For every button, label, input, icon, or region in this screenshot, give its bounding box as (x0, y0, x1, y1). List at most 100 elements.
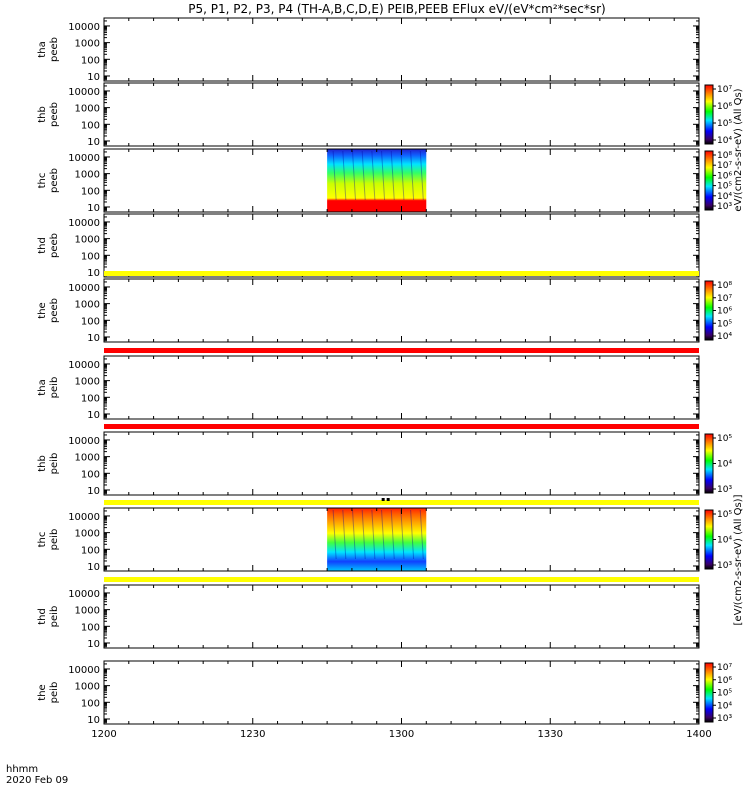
colorbar-tick-label: 10⁴ (717, 460, 732, 470)
spectrogram-streak (381, 509, 386, 560)
colorbar-tick-label: 10⁷ (717, 294, 732, 304)
marker-dot (381, 498, 385, 501)
y-tick-label: 10000 (68, 218, 100, 229)
y-tick-label: 100 (81, 469, 100, 480)
colorbar-tick-label: 10⁷ (717, 161, 732, 171)
panel-label-product: peib (49, 453, 60, 475)
colorbar-tick-label: 10³ (717, 561, 732, 571)
colorbar-scale (704, 280, 714, 341)
spectrogram-streak (400, 150, 405, 201)
separator-band-red (104, 348, 699, 353)
panel-label-probe: the (37, 684, 48, 700)
panel-label-product: peib (49, 529, 60, 551)
panel-label-probe: the (37, 302, 48, 318)
panel-thb-peib: 10 100 1000 10000 thb peib 10³ 10⁴ 10⁵ (37, 431, 732, 497)
spectrogram-streak (400, 509, 405, 560)
spectrogram-streak (381, 150, 386, 201)
y-tick-label: 100 (81, 120, 100, 131)
y-tick-label: 1000 (75, 606, 100, 617)
panel-frame (103, 17, 700, 82)
y-tick-label: 100 (81, 316, 100, 327)
y-tick-label: 1000 (75, 170, 100, 181)
spectrogram-data (327, 149, 427, 212)
y-tick-label: 10000 (68, 665, 100, 676)
y-tick-label: 100 (81, 622, 100, 633)
y-tick-label: 10 (87, 639, 100, 650)
colorbar-scale (704, 150, 714, 211)
colorbar-tick-label: 10⁵ (717, 319, 732, 329)
x-tick-label: 1230 (240, 729, 265, 740)
y-tick-label: 10000 (68, 153, 100, 164)
x-tick-label: 1400 (686, 729, 711, 740)
spectrogram-streak (390, 509, 395, 560)
colorbar-tick-label: 10⁶ (717, 676, 732, 686)
colorbar-label-electron: eV/(cm2-s-sr-eV) (All Qs) (733, 88, 744, 211)
panel-frame (103, 82, 700, 147)
spectrogram-streak (342, 509, 347, 560)
spectrogram-streak (371, 509, 376, 560)
spectrogram-streak (351, 509, 356, 560)
panel-the-peeb: 10 100 1000 10000 the peeb 10⁴ 10⁵ 10⁶ 10⁷ 10⁸ (37, 278, 732, 344)
colorbar-tick-label: 10⁴ (717, 192, 732, 202)
y-tick-label: 1000 (75, 300, 100, 311)
colorbar-tick-label: 10⁵ (717, 119, 732, 129)
spectrogram-streak (419, 509, 424, 560)
panel-label-probe: tha (37, 41, 48, 57)
spectrogram-streak (332, 509, 337, 560)
panel-label-probe: thc (37, 532, 48, 548)
y-tick-label: 1000 (75, 39, 100, 50)
marker-dot (386, 498, 390, 501)
y-tick-label: 10000 (68, 589, 100, 600)
y-tick-label: 1000 (75, 682, 100, 693)
colorbar-tick-label: 10⁶ (717, 102, 732, 112)
panel-tha-peib: 10 100 1000 10000 tha peib (37, 355, 700, 421)
panel-label-product: peib (49, 606, 60, 628)
y-tick-label: 100 (81, 545, 100, 556)
panel-frame (103, 213, 700, 278)
y-tick-label: 100 (81, 698, 100, 709)
time-axis-date: 2020 Feb 09 (6, 775, 68, 786)
colorbar-tick-label: 10⁴ (717, 332, 732, 342)
y-tick-label: 1000 (75, 529, 100, 540)
panel-label-product: peib (49, 682, 60, 704)
panel-thb-peeb: 10 100 1000 10000 thb peeb 10⁴ 10⁵ 10⁶ 10⁷ (37, 82, 732, 148)
colorbar-tick-label: 10³ (717, 485, 732, 495)
time-axis-unit: hhmm (6, 764, 38, 775)
y-tick-label: 1000 (75, 235, 100, 246)
spectrogram-streak (332, 150, 337, 201)
separator-band-red (104, 424, 699, 429)
colorbar-scale (704, 509, 714, 570)
spectrogram-data (327, 508, 427, 571)
y-tick-label: 10000 (68, 22, 100, 33)
spectrogram-streak (351, 150, 356, 201)
y-tick-label: 10 (87, 72, 100, 83)
colorbar-scale (704, 433, 714, 494)
panel-label-product: peeb (49, 37, 60, 62)
colorbar-scale (704, 84, 714, 145)
y-tick-label: 10000 (68, 512, 100, 523)
panel-thc-peib: 10 100 1000 10000 thc peib 10³ 10⁴ 10⁵ (37, 507, 732, 573)
separator-band-yellow (104, 577, 699, 582)
colorbar-tick-label: 10³ (717, 714, 732, 724)
panel-label-product: peeb (49, 168, 60, 193)
colorbar-tick-label: 10⁴ (717, 701, 732, 711)
colorbar-tick-label: 10⁴ (717, 536, 732, 546)
colorbar-tick-label: 10⁵ (717, 434, 732, 444)
panel-label-product: peeb (49, 102, 60, 127)
spectrogram-streak (342, 150, 347, 201)
y-tick-label: 10000 (68, 87, 100, 98)
y-tick-label: 10000 (68, 436, 100, 447)
x-tick-label: 1300 (389, 729, 414, 740)
y-tick-label: 100 (81, 393, 100, 404)
colorbar-tick-label: 10⁷ (717, 85, 732, 95)
colorbar: 10³ 10⁴ 10⁵ 10⁶ 10⁷ (704, 662, 732, 724)
separator-band-yellow (104, 500, 699, 505)
colorbar-tick-label: 10⁸ (717, 151, 732, 161)
y-tick-label: 1000 (75, 453, 100, 464)
y-tick-label: 1000 (75, 104, 100, 115)
panel-tha-peeb: 10 100 1000 10000 tha peeb (37, 17, 700, 83)
y-tick-label: 10 (87, 137, 100, 148)
